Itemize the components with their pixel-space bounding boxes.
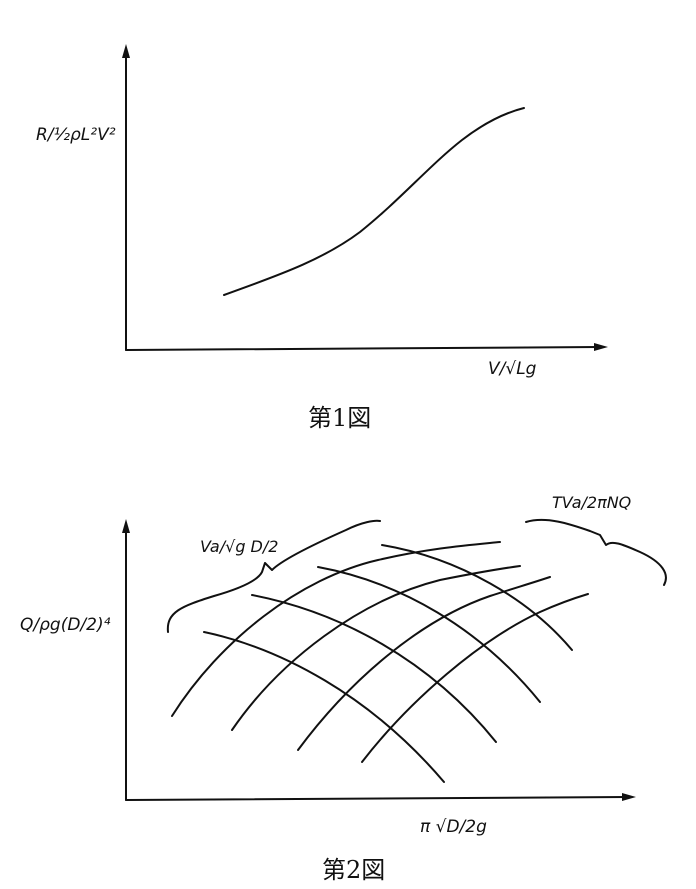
fig2-y-axis-arrow — [122, 519, 130, 533]
fig2-x-axis-arrow — [622, 793, 636, 801]
fig2-curve-family-a-2 — [231, 565, 521, 731]
figure-2: Q/ρg(D/2)⁴ π √D/2g Va/√g D/2 TVa/2πNQ 第2… — [20, 493, 667, 884]
fig2-curve-family-b-4 — [381, 544, 573, 651]
fig1-x-axis-label: V/√Lg — [488, 359, 537, 379]
fig2-x-axis-label: π √D/2g — [420, 817, 487, 837]
fig2-y-axis-label: Q/ρg(D/2)⁴ — [20, 615, 111, 635]
fig2-brace-family-a — [166, 519, 381, 633]
fig2-curve-family-a-4 — [361, 593, 589, 763]
fig2-curve-family-b-2 — [251, 594, 497, 743]
fig1-x-axis — [125, 346, 601, 351]
fig2-curve-family-a-3 — [297, 576, 551, 751]
fig2-caption: 第2図 — [322, 856, 385, 884]
fig1-resistance-curve — [223, 107, 525, 296]
fig1-y-axis-label: R/½ρL²V² — [36, 125, 116, 145]
fig2-curve-family-b-3 — [317, 566, 541, 703]
figure-1: R/½ρL²V² V/√Lg 第1図 — [36, 44, 608, 432]
fig2-brace-family-b — [525, 518, 667, 586]
fig1-x-axis-arrow — [594, 343, 608, 351]
fig2-curve-family-b-1 — [203, 631, 445, 783]
fig2-curve-family-a-1 — [171, 541, 501, 717]
fig1-caption: 第1図 — [308, 404, 371, 432]
fig2-family-b-label: TVa/2πNQ — [552, 493, 631, 512]
fig1-y-axis-arrow — [122, 44, 130, 58]
fig2-x-axis — [125, 796, 629, 801]
fig2-family-a-label: Va/√g D/2 — [200, 537, 278, 556]
